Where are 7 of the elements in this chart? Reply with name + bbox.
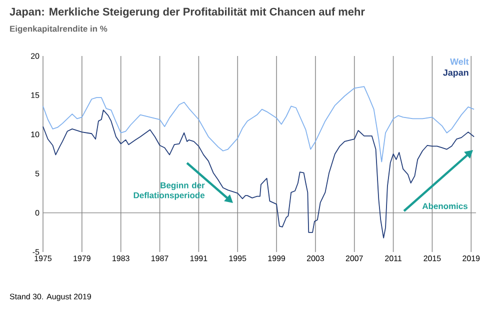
annotation: Abenomics — [422, 202, 468, 210]
chart-subtitle: Eigenkapitalrendite in % — [10, 26, 108, 34]
annotation: Beginn der Deflationsperiode — [134, 182, 205, 200]
text: Welt — [450, 58, 469, 65]
text: Japan — [443, 69, 468, 78]
chart-title: Japan: Merkliche Steigerung der Profitabilität mit Chancen auf mehr — [10, 8, 365, 18]
line-series — [42, 110, 475, 238]
